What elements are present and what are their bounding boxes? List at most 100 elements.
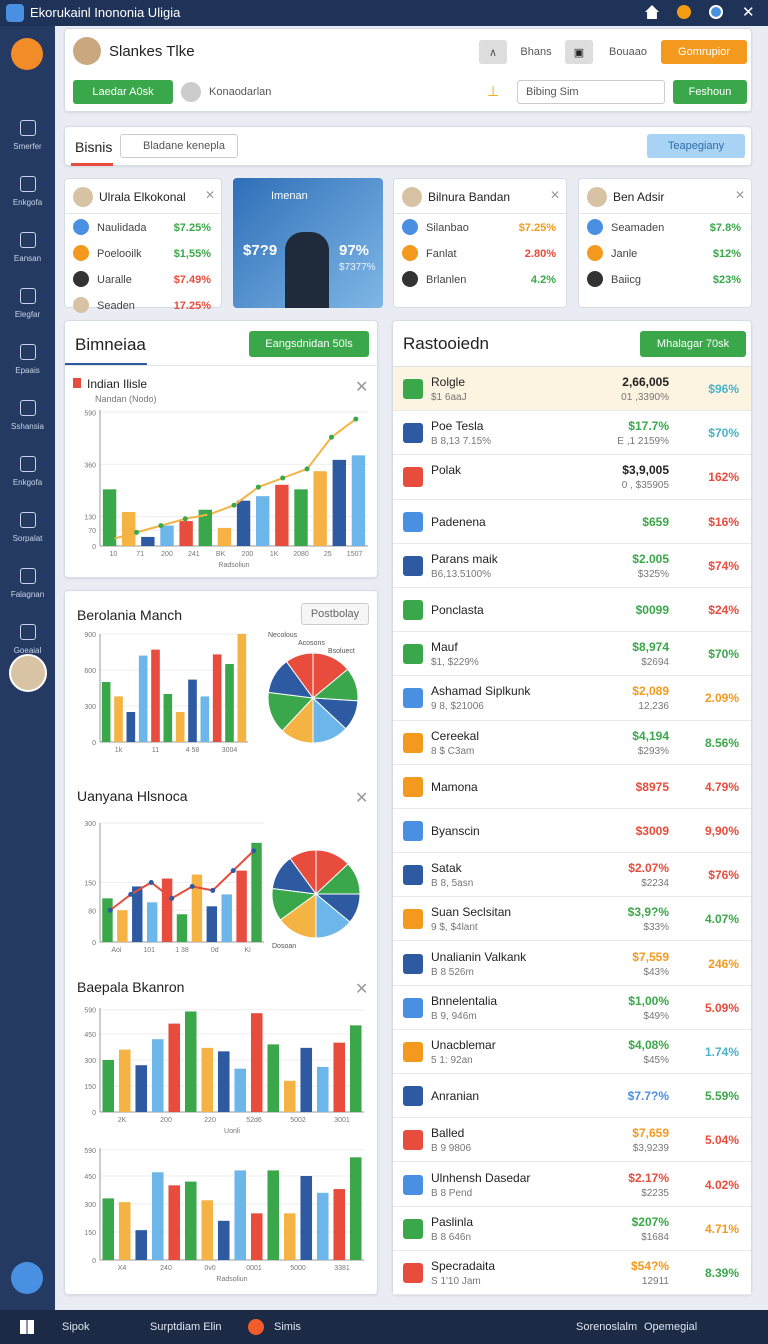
list-row[interactable]: Satak B 8, 5asn $2.07% $2234 $76% [393,853,751,898]
tab[interactable]: Bisnis [75,139,113,155]
avatar[interactable] [9,654,47,692]
icon-button[interactable]: ∧ [479,40,507,64]
help-button[interactable] [709,5,723,19]
dropdown[interactable]: Bibing Sim [517,80,665,104]
bar [135,1065,148,1112]
list-row[interactable]: Ulnhensh Dasedar B 8 Pend $2.17% $2235 4.02% [393,1162,751,1207]
row-change: 4.02% [704,1177,739,1192]
row-icon [403,555,423,576]
nav-item[interactable]: Falagnan [0,568,55,599]
list-row[interactable]: Padenena $659 $16% [393,499,751,544]
nav-item[interactable]: Eansan [0,232,55,263]
nav-item[interactable]: Smerfer [0,120,55,151]
list-row[interactable]: Unacblemar 5 1: 92an $4,08% $45% 1.74% [393,1029,751,1075]
start-button[interactable] [20,1320,34,1334]
row-change: $76% [708,868,739,883]
bar [283,1213,296,1260]
row-subvalue: $45% [643,1054,669,1066]
nav-item[interactable]: Epaais [0,344,55,375]
bar [267,1044,280,1112]
x-tick-label: 5000 [290,1265,306,1272]
close-button[interactable]: ✕ [355,379,369,396]
list-row[interactable]: Cereekal 8 $ C3am $4,194 $293% 8.56% [393,720,751,765]
promo-card: Imenan $7?9 97% $7377% [233,178,383,308]
row-sub: B 9, 946m [431,1010,477,1022]
taskbar-item[interactable]: Surptdiam Elin [150,1321,222,1333]
list-row[interactable]: Bnnelentalia B 9, 946m $1,00% $49% 5.09% [393,985,751,1030]
list-row[interactable]: Specradaita S 1'10 Jam $54?% 12911 8.39% [393,1250,751,1295]
pie-slice [289,849,317,896]
close-button[interactable]: ✕ [550,188,561,202]
list-row[interactable]: Polak $3,9,005 0 , $35905 162% [393,455,751,500]
chart-subtitle: Nandan (Nodo) [95,394,157,404]
tab-button[interactable]: Bouaao [609,46,647,58]
panel-button[interactable]: Eangsdnidan 50ls [249,331,369,357]
bar [118,1049,131,1112]
action-button[interactable]: Laedar A0sk [73,80,173,104]
y-tick-label: 300 [84,1202,96,1209]
list-row[interactable]: Mauf $1, $229% $8,974 $2694 $70% [393,632,751,677]
submit-button[interactable]: Feshoun [673,80,747,104]
y-tick-label: 360 [84,462,96,469]
row-icon [403,1262,423,1283]
list-row[interactable]: Rolgle $1 6aaJ 2,66,005 01 ,3390% $96% [393,367,751,412]
list-row[interactable]: Balled B 9 9806 $7,659 $3,9239 5.04% [393,1118,751,1163]
list-row[interactable]: Unalianin Valkank B 8 526m $7,559 $43% 246% [393,941,751,986]
row-subvalue: $3,9239 [632,1143,669,1155]
nav-item[interactable]: Sorpalat [0,512,55,543]
line-point [109,536,115,542]
search-button[interactable]: Teapegiany [647,134,745,158]
row-icon [403,467,423,488]
promo-percent: 97% [339,242,370,259]
taskbar-status: Opemegial [644,1321,698,1333]
taskbar-item[interactable]: Simis [274,1321,301,1333]
row-icon [73,297,89,313]
nav-item[interactable]: Sshansia [0,400,55,431]
list-row[interactable]: Poe Tesla B 8,13 7.15% $17.7% E ,1 2159% $70… [393,411,751,456]
nav-item[interactable]: Elegfar [0,288,55,319]
y-tick-label: 70 [88,528,96,535]
chat-button[interactable] [11,1262,43,1294]
close-button[interactable]: ✕ [205,188,216,202]
list-row[interactable]: Ponclasta $0099 $24% [393,587,751,633]
close-button[interactable]: ✕ [735,188,746,202]
close-button[interactable]: ✕ [355,981,369,998]
list-row[interactable]: Suan Seclsitan 9 $, $4lant $3,9?% $33% 4.07% [393,897,751,942]
bar [316,1192,329,1260]
row-icon [403,1218,423,1239]
nav-item[interactable]: Enkgofa [0,176,55,207]
list-row[interactable]: Anranian $7.7?% 5.59% [393,1074,751,1119]
panel-button[interactable]: Mhalagar 70sk [640,331,746,357]
bar [300,1176,313,1260]
icon-button[interactable]: ▣ [565,40,593,64]
x-tick-label: 101 [143,947,155,954]
row-sub: $1 6aaJ [431,392,467,404]
list-row[interactable]: Parans maik B6,13.5100% $2.005 $325% $74% [393,543,751,588]
settings-button[interactable] [677,5,691,19]
list-row[interactable]: Mamona $8975 4.79% [393,764,751,809]
search-input[interactable]: Bladane kenepla [120,134,238,158]
row-icon [402,219,418,235]
nav-item[interactable]: Enkgofa [0,456,55,487]
row-change: $96% [708,382,739,397]
close-button[interactable]: ✕ [742,4,755,21]
panel-button[interactable]: Postbolay [301,603,369,625]
list-row[interactable]: Ashamad Siplkunk 9 8, $21006 $2,089 12,236 2… [393,676,751,721]
home-button[interactable] [645,5,659,19]
tab-button[interactable]: Bhans [520,46,552,58]
nav-label: Elegfar [14,310,41,319]
bar [179,521,193,546]
row-value: $7.25% [518,222,556,234]
list-row[interactable]: Byanscin $3009 9,90% [393,808,751,854]
list-row[interactable]: Paslinla B 8 646n $207% $1684 4.71% [393,1206,751,1251]
bar [198,509,212,546]
title-underline [65,363,147,365]
nav-item[interactable]: Goeaial [0,624,55,655]
bar [300,1047,313,1112]
chart: 0 80 150 300 Aoi 101 1 38 0d Ki [84,821,264,954]
y-tick-label: 150 [84,1230,96,1237]
taskbar-item[interactable]: Sipok [62,1321,90,1333]
close-button[interactable]: ✕ [355,790,369,807]
row-name: Polak [431,463,462,478]
primary-button[interactable]: Gomrupior [661,40,747,64]
